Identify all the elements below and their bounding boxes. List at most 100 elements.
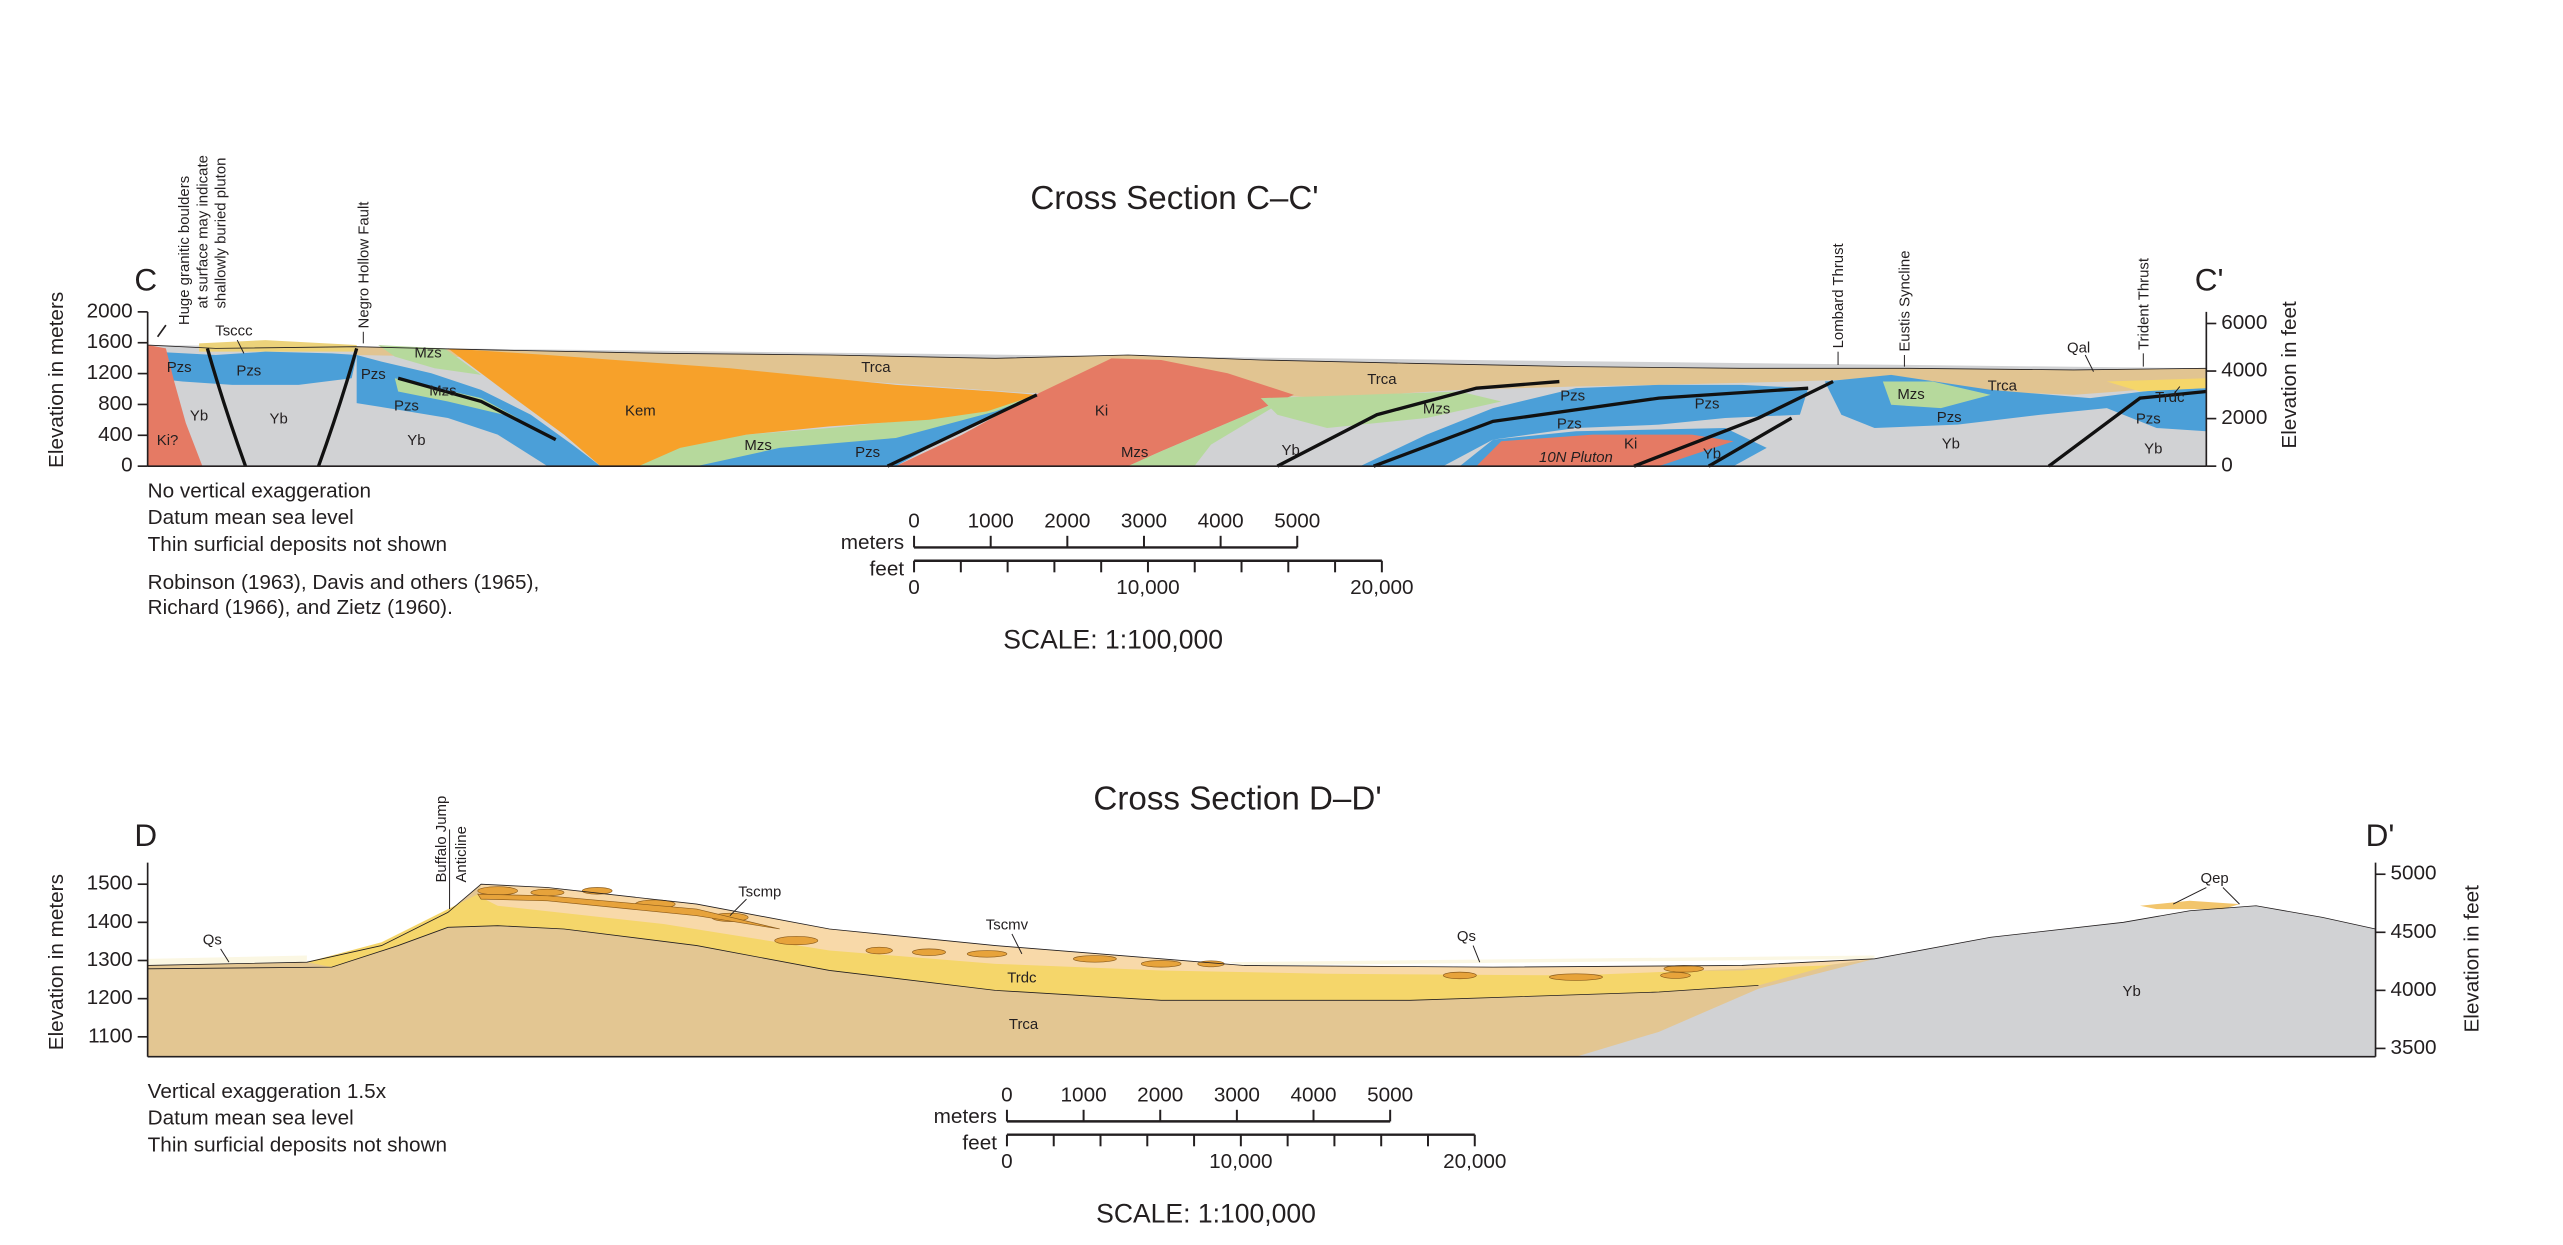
- label: Pzs: [1937, 409, 1962, 426]
- lens: [1141, 960, 1181, 967]
- label: Mzs: [1897, 386, 1924, 403]
- tick-label: 800: [98, 392, 133, 415]
- lens: [866, 947, 893, 954]
- lens: [1549, 974, 1602, 981]
- label: Pzs: [236, 363, 261, 380]
- label: Trca: [1367, 371, 1397, 388]
- scale-label: 3000: [1214, 1084, 1260, 1107]
- lens: [1443, 972, 1476, 979]
- tick-label: 1100: [88, 1024, 133, 1047]
- page: html,body{margin:0;padding:0;background:…: [0, 0, 2563, 1245]
- line-work: Buffalo Jump Anticline: [433, 796, 470, 883]
- scale-label: 0: [1001, 1084, 1013, 1107]
- label: Qs: [203, 932, 222, 949]
- tick-label: 4500: [2390, 920, 2436, 943]
- scale-label: 2000: [1137, 1084, 1183, 1107]
- label: Yb: [190, 407, 208, 424]
- tick-label: 5000: [2390, 862, 2436, 885]
- label: Richard (1966), and Zietz (1960).: [148, 596, 453, 619]
- label: Datum mean sea level: [148, 506, 354, 529]
- scale-unit: feet: [962, 1132, 997, 1155]
- scale-label: 20,000: [1443, 1150, 1506, 1173]
- tick-label: 1300: [87, 948, 133, 971]
- label: Huge granitic boulders: [176, 176, 193, 325]
- rock-unit: [199, 340, 357, 352]
- tick-label: 6000: [2221, 311, 2267, 334]
- tick-label: 4000: [2221, 359, 2267, 382]
- label: Trdc: [1007, 970, 1037, 987]
- label: Elevation in meters: [45, 292, 68, 468]
- label: Trca: [1009, 1016, 1039, 1033]
- scale-ratio: SCALE: 1:100,000: [1096, 1199, 1316, 1229]
- label: Trident Thrust: [2135, 257, 2152, 350]
- label: Qs: [1457, 928, 1476, 945]
- label: Kem: [625, 402, 656, 419]
- scale-label: 3000: [1121, 510, 1167, 533]
- label: Buffalo Jump: [433, 796, 450, 883]
- tick-label: 1500: [87, 872, 133, 895]
- line-work: No vertical exaggeration Datum mean sea l…: [148, 480, 540, 619]
- label: Qep: [2201, 870, 2229, 887]
- scale-label: 1000: [1061, 1084, 1107, 1107]
- label: Eustis Syncline: [1896, 250, 1913, 351]
- scale-label: 10,000: [1209, 1150, 1272, 1173]
- label: Ki: [1624, 436, 1637, 453]
- label: Elevation in feet: [2278, 301, 2301, 449]
- scale-label: 20,000: [1350, 576, 1413, 599]
- scale-label: 0: [1001, 1150, 1013, 1173]
- lens: [1661, 972, 1691, 978]
- label: Pzs: [855, 444, 880, 461]
- label: Ki: [1095, 402, 1108, 419]
- label: Pzs: [394, 397, 419, 414]
- label: C: [134, 261, 157, 297]
- scale-label: 2000: [1044, 510, 1090, 533]
- scale-ratio: SCALE: 1:100,000: [1003, 625, 1223, 655]
- scale-unit: feet: [870, 558, 905, 581]
- tick-label: 400: [98, 423, 133, 446]
- label: Mzs: [1121, 444, 1148, 461]
- label: Pzs: [1560, 387, 1585, 404]
- tick-label: 0: [121, 454, 133, 477]
- label: Yb: [1281, 442, 1299, 459]
- lens: [775, 936, 818, 944]
- label: Elevation in feet: [2460, 885, 2483, 1033]
- label: Thin surficial deposits not shown: [148, 533, 447, 556]
- cross-sections: Cross Section C–C' C C' Elevation in met…: [0, 0, 2563, 1245]
- label: Mzs: [1423, 401, 1450, 418]
- label: Robinson (1963), Davis and others (1965)…: [148, 571, 540, 594]
- label: Anticline: [453, 826, 470, 882]
- scale-label: 4000: [1290, 1084, 1336, 1107]
- label: Mzs: [744, 437, 771, 454]
- label: Qal: [2067, 339, 2090, 356]
- label: Trca: [861, 359, 891, 376]
- label: Thin surficial deposits not shown: [148, 1133, 447, 1156]
- line-work: [2223, 888, 2240, 905]
- tick-label: 2000: [2221, 406, 2267, 429]
- tick-label: 1200: [87, 361, 133, 384]
- label: Yb: [2144, 440, 2162, 457]
- label: Trca: [1988, 377, 2018, 394]
- label: Yb: [2123, 983, 2141, 1000]
- label: Lombard Thrust: [1830, 242, 1847, 348]
- scale-label: 1000: [968, 510, 1014, 533]
- label: Yb: [407, 432, 425, 449]
- label: Cross Section D–D': [1093, 781, 1381, 818]
- label: Tscmp: [738, 883, 781, 900]
- label: at surface may indicate: [194, 155, 211, 308]
- label: Tsccc: [215, 323, 253, 340]
- body: {"sections":[ {"title":"Cross Section C–…: [0, 0, 2563, 1245]
- label: D: [134, 817, 157, 853]
- lens: [531, 889, 564, 896]
- section-d-geology: [148, 829, 2376, 1056]
- scale-label: 0: [908, 510, 920, 533]
- label: Elevation in meters: [45, 874, 68, 1050]
- label: C': [2195, 261, 2224, 297]
- scale-label: 10,000: [1116, 576, 1179, 599]
- lens: [967, 951, 1007, 958]
- label: No vertical exaggeration: [148, 480, 371, 503]
- lens: [912, 949, 945, 956]
- lens: [1073, 956, 1116, 963]
- label: Yb: [1703, 445, 1721, 462]
- label: Pzs: [361, 366, 386, 383]
